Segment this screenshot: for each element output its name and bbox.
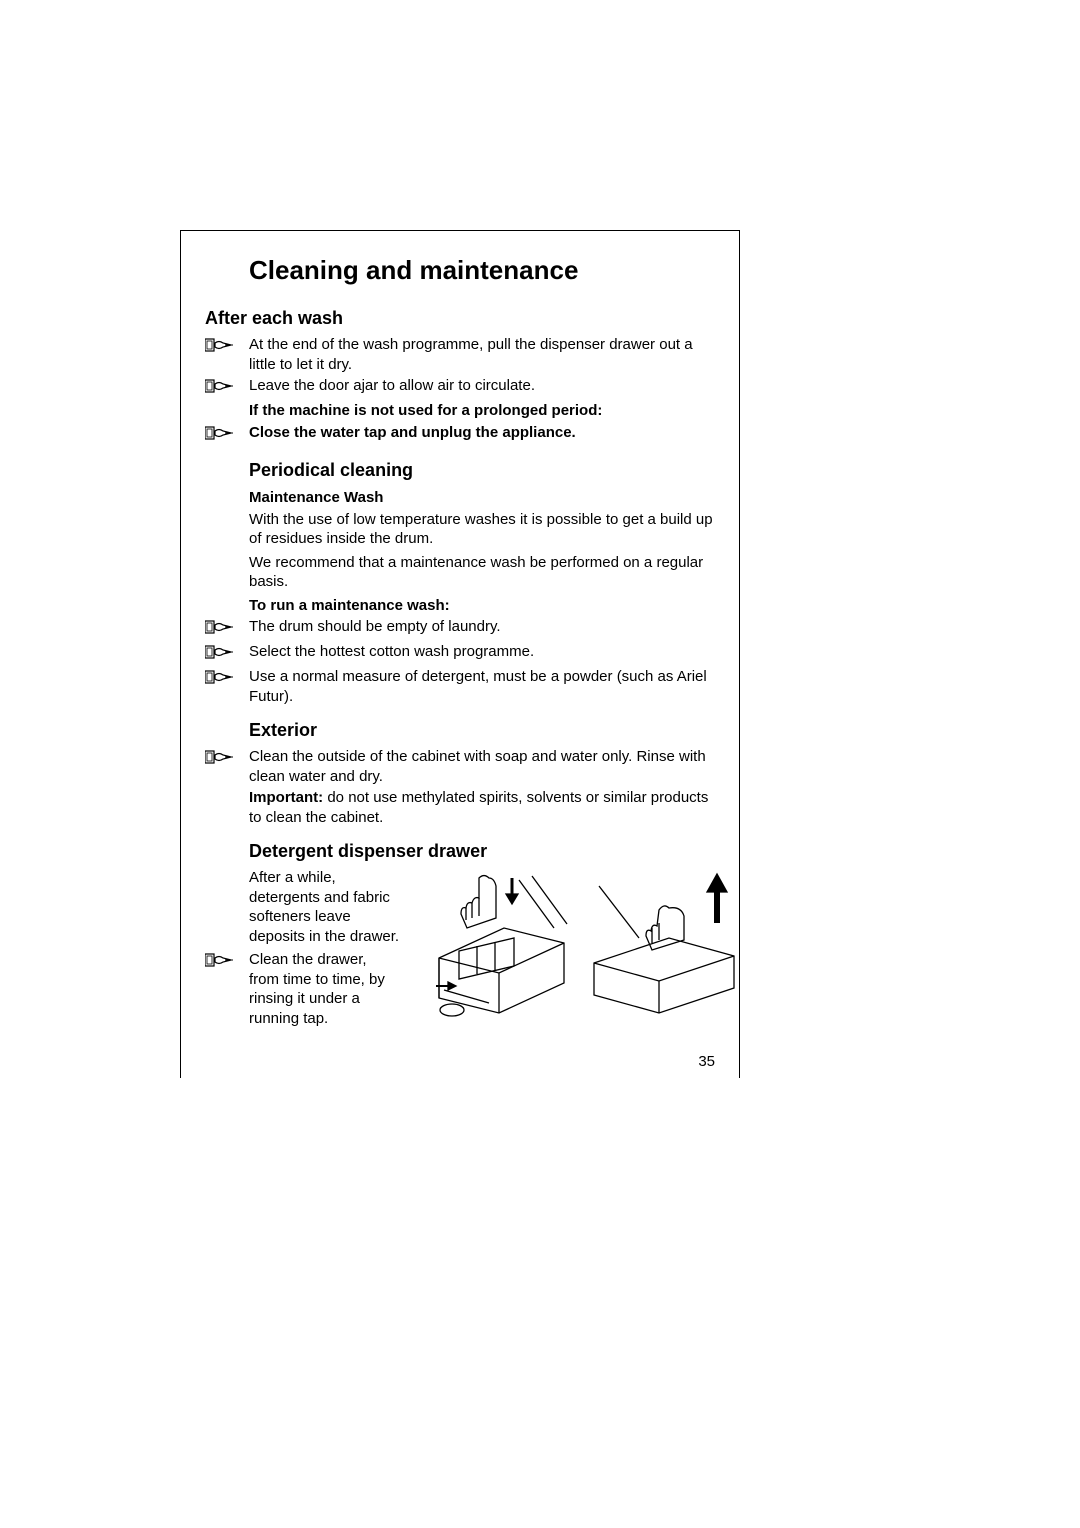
run-intro: To run a maintenance wash: — [249, 596, 715, 616]
list-item-text: Close the water tap and unplug the appli… — [249, 423, 715, 443]
hand-pointer-icon — [205, 667, 249, 690]
list-item: The drum should be empty of laundry. — [205, 617, 715, 640]
heading-after-each-wash: After each wash — [205, 308, 715, 329]
hand-pointer-icon — [205, 617, 249, 640]
list-item: If the machine is not used for a prolong… — [205, 401, 715, 421]
page-frame: Cleaning and maintenance After each wash… — [180, 230, 740, 1078]
page-number: 35 — [698, 1053, 715, 1070]
list-item: To run a maintenance wash: — [205, 596, 715, 616]
list-item: Use a normal measure of detergent, must … — [205, 667, 715, 706]
page-title: Cleaning and maintenance — [249, 255, 715, 286]
list-item-text: Leave the door ajar to allow air to circ… — [249, 376, 715, 396]
important-label: Important: — [249, 789, 323, 806]
list-item-text: Clean the drawer, from time to time, by … — [249, 950, 389, 1028]
drawer-diagram — [434, 868, 742, 1028]
drawer-section: After a while, detergents and fabric sof… — [205, 868, 715, 1038]
list-item-text: At the end of the wash programme, pull t… — [249, 335, 715, 374]
heading-exterior: Exterior — [249, 720, 715, 741]
heading-detergent-drawer: Detergent dispenser drawer — [249, 841, 715, 862]
heading-periodical-cleaning: Periodical cleaning — [249, 460, 715, 481]
list-item-text: The drum should be empty of laundry. — [249, 617, 715, 637]
hand-pointer-icon — [205, 642, 249, 665]
paragraph: With the use of low temperature washes i… — [249, 510, 715, 549]
paragraph: We recommend that a maintenance wash be … — [249, 553, 715, 592]
list-item-text: Use a normal measure of detergent, must … — [249, 667, 715, 706]
paragraph: After a while, detergents and fabric sof… — [249, 868, 409, 946]
hand-pointer-icon — [205, 335, 249, 358]
important-paragraph: Important: do not use methylated spirits… — [249, 788, 715, 827]
list-item: Select the hottest cotton wash programme… — [205, 642, 715, 665]
hand-pointer-icon — [205, 423, 249, 446]
hand-pointer-icon — [205, 747, 249, 770]
list-item: Leave the door ajar to allow air to circ… — [205, 376, 715, 399]
note-bold: If the machine is not used for a prolong… — [249, 401, 715, 421]
list-item-text: Clean the outside of the cabinet with so… — [249, 747, 715, 786]
list-item-text: Select the hottest cotton wash programme… — [249, 642, 715, 662]
list-item: Clean the outside of the cabinet with so… — [205, 747, 715, 786]
hand-pointer-icon — [205, 950, 249, 973]
list-item: Close the water tap and unplug the appli… — [205, 423, 715, 446]
hand-pointer-icon — [205, 376, 249, 399]
subheading-maintenance-wash: Maintenance Wash — [249, 489, 715, 506]
list-item: At the end of the wash programme, pull t… — [205, 335, 715, 374]
